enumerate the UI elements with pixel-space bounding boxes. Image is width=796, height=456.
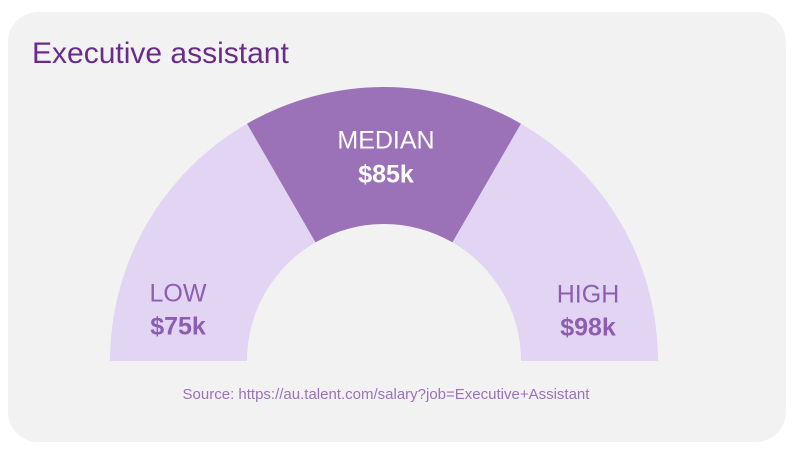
segment-label: MEDIAN [337, 127, 434, 155]
segment-value: $98k [560, 314, 616, 342]
source: Source: https://au.talent.com/salary?job… [183, 386, 591, 403]
segment-label: LOW [150, 280, 207, 308]
high-segment [452, 123, 658, 361]
segment-label: HIGH [557, 281, 620, 309]
segment-value: $85k [358, 161, 414, 189]
title: Executive assistant [32, 37, 289, 70]
card [8, 12, 786, 442]
low-segment [110, 123, 316, 361]
median-segment [247, 86, 521, 243]
segment-value: $75k [150, 313, 206, 341]
